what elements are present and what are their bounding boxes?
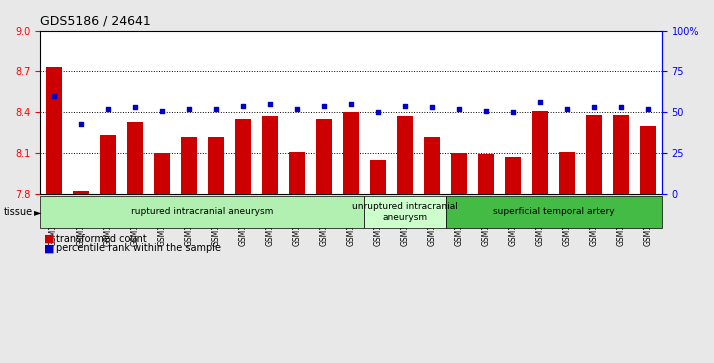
Point [426, 104, 438, 110]
Bar [505, 157, 521, 194]
Text: ruptured intracranial aneurysm: ruptured intracranial aneurysm [131, 207, 273, 216]
Bar [316, 119, 332, 194]
Text: ■: ■ [44, 234, 54, 244]
Point [318, 103, 330, 109]
Bar [181, 136, 197, 194]
Point [508, 109, 519, 115]
Bar [154, 153, 170, 194]
Text: superficial temporal artery: superficial temporal artery [493, 207, 615, 216]
Point [210, 106, 221, 112]
Point [453, 106, 465, 112]
Point [75, 121, 86, 126]
Point [156, 107, 168, 113]
Text: tissue: tissue [4, 207, 33, 217]
Point [615, 104, 627, 110]
Point [372, 109, 383, 115]
Text: GDS5186 / 24641: GDS5186 / 24641 [40, 15, 151, 28]
Text: unruptured intracranial
aneurysm: unruptured intracranial aneurysm [352, 202, 458, 221]
Text: ■: ■ [44, 243, 54, 253]
Bar [288, 152, 305, 194]
Text: transformed count: transformed count [56, 234, 146, 244]
Point [102, 106, 114, 112]
Point [399, 103, 411, 109]
Point [643, 106, 654, 112]
Point [561, 106, 573, 112]
Bar [73, 191, 89, 194]
Bar [532, 111, 548, 194]
Bar [262, 116, 278, 194]
Bar [640, 126, 656, 194]
Text: ►: ► [34, 207, 42, 217]
Bar [343, 112, 359, 194]
Bar [46, 67, 61, 194]
Bar [559, 152, 575, 194]
Bar [126, 122, 143, 194]
Bar [586, 115, 603, 194]
Bar [613, 115, 629, 194]
Point [481, 107, 492, 113]
Point [264, 101, 276, 107]
Point [535, 99, 546, 105]
Bar [208, 136, 224, 194]
Bar [370, 160, 386, 194]
Bar [235, 119, 251, 194]
Point [346, 101, 357, 107]
Bar [478, 154, 494, 194]
Point [129, 104, 141, 110]
Point [183, 106, 194, 112]
Bar [397, 116, 413, 194]
Text: percentile rank within the sample: percentile rank within the sample [56, 243, 221, 253]
Point [237, 103, 248, 109]
Bar [99, 135, 116, 194]
Point [291, 106, 303, 112]
Point [48, 93, 59, 99]
Point [588, 104, 600, 110]
Bar [451, 153, 467, 194]
Bar [424, 136, 440, 194]
